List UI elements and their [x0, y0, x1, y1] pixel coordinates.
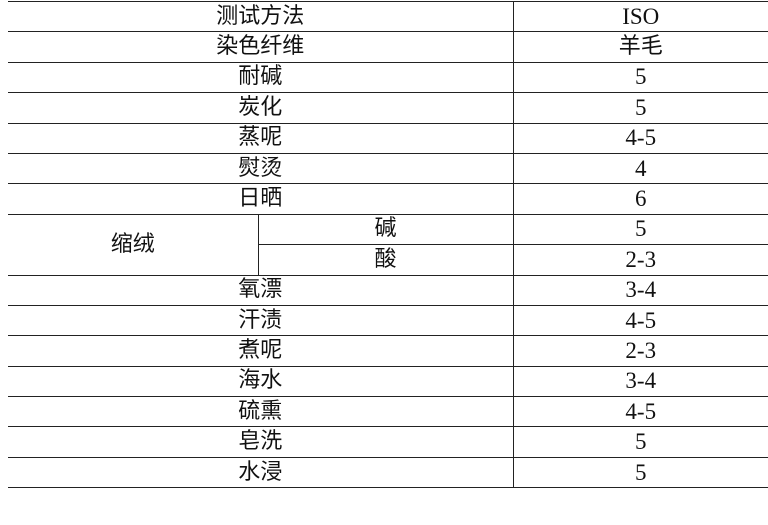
table-row: 海水 3-4: [8, 365, 768, 398]
row-value: 3-4: [513, 365, 768, 398]
milling-sub-label: 酸: [258, 244, 514, 276]
header-standard: ISO: [513, 0, 768, 33]
row-value: 5: [513, 92, 768, 124]
row-value: 2-3: [513, 335, 768, 367]
row-value: 4: [513, 152, 768, 185]
row-label: 炭化: [8, 92, 514, 124]
table-row: 氧漂 3-4: [8, 274, 768, 306]
row-label: 氧漂: [8, 274, 514, 306]
row-label: 耐碱: [8, 61, 514, 94]
row-label: 汗渍: [8, 304, 514, 337]
row-value: 4-5: [513, 396, 768, 428]
milling-row: 酸 2-3: [8, 244, 768, 276]
row-value: 4-5: [513, 304, 768, 337]
row-label: 熨烫: [8, 152, 514, 185]
milling-label: 缩绒: [8, 213, 259, 276]
row-label: 硫熏: [8, 396, 514, 428]
table-row: 硫熏 4-5: [8, 396, 768, 428]
table-row: 水浸 5: [8, 456, 768, 489]
fiber-row: 染色纤维 羊毛: [8, 31, 768, 63]
table-row: 煮呢 2-3: [8, 335, 768, 367]
row-value: 5: [513, 456, 768, 489]
row-label: 煮呢: [8, 335, 514, 367]
header-row: 测试方法 ISO: [8, 0, 768, 33]
table-row: 熨烫 4: [8, 152, 768, 185]
milling-row: 缩绒碱 5: [8, 213, 768, 276]
table-row: 炭化 5: [8, 92, 768, 124]
fiber-value: 羊毛: [513, 31, 768, 63]
milling-sub-value: 2-3: [513, 244, 768, 276]
header-method: 测试方法: [8, 0, 514, 33]
row-label: 蒸呢: [8, 122, 514, 154]
table-row: 皂洗 5: [8, 426, 768, 458]
fiber-label: 染色纤维: [8, 31, 514, 63]
fastness-table: 测试方法 ISO 染色纤维 羊毛 耐碱 5 炭化 5 蒸呢 4-5 熨烫 4 日晒 6 缩绒碱 5 酸 2…: [8, 0, 768, 489]
row-value: 3-4: [513, 274, 768, 306]
row-label: 海水: [8, 365, 514, 398]
milling-sub-label: 碱: [258, 213, 514, 246]
row-value: 4-5: [513, 122, 768, 154]
table-row: 蒸呢 4-5: [8, 122, 768, 154]
row-label: 皂洗: [8, 426, 514, 458]
row-value: 5: [513, 61, 768, 94]
row-label: 日晒: [8, 183, 514, 215]
row-label: 水浸: [8, 456, 514, 489]
milling-sub-value: 5: [513, 213, 768, 246]
table-row: 汗渍 4-5: [8, 304, 768, 337]
table-row: 耐碱 5: [8, 61, 768, 94]
row-value: 6: [513, 183, 768, 215]
table-row: 日晒 6: [8, 183, 768, 215]
row-value: 5: [513, 426, 768, 458]
